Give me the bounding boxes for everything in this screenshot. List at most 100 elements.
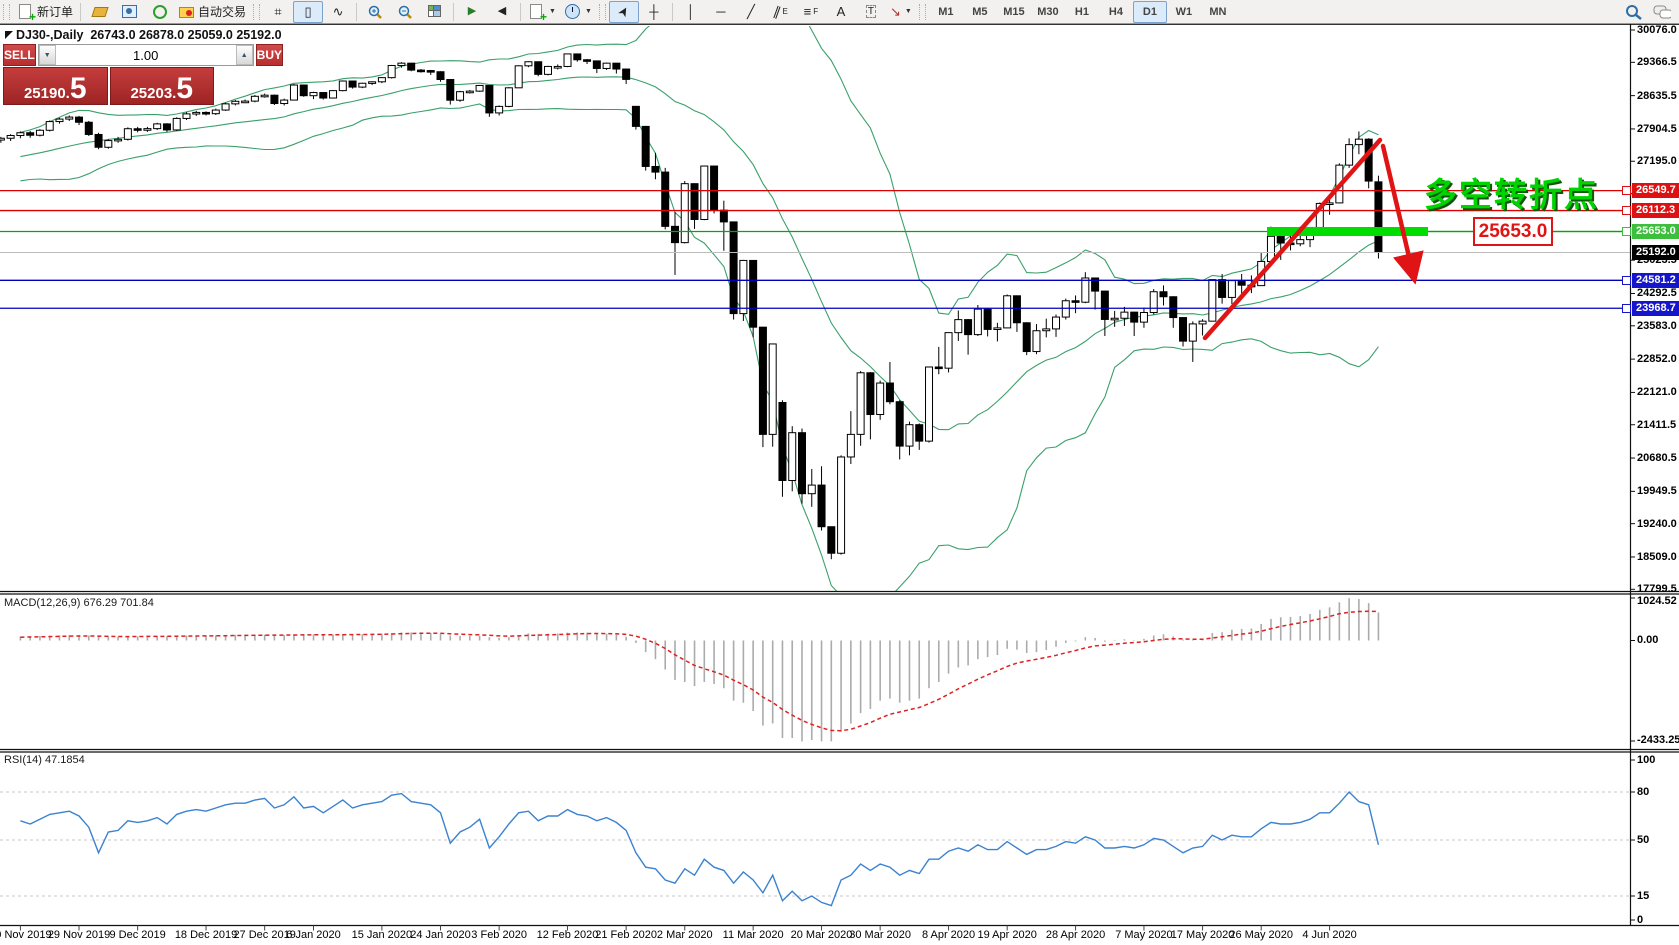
date-tick-label: 4 Jun 2020 <box>1302 929 1357 941</box>
rsi-axis-label: 50 <box>1637 833 1650 846</box>
rsi-axis-label: 100 <box>1637 753 1656 766</box>
chat-icon[interactable] <box>1653 4 1671 20</box>
line-axis-marker[interactable] <box>1622 303 1631 313</box>
text-label-button[interactable]: T <box>856 1 886 23</box>
timeframe-button-h4[interactable]: H4 <box>1108 5 1123 18</box>
tile-windows-icon <box>427 4 444 19</box>
channel-button[interactable]: ∥ E <box>766 1 796 23</box>
date-tick-label: 21 Feb 2020 <box>595 929 658 941</box>
date-tick-label: 15 Jan 2020 <box>351 929 413 941</box>
line-axis-marker[interactable] <box>1622 186 1631 196</box>
chart-shift-button[interactable]: ◀ <box>487 1 517 23</box>
one-click-trading-panel: SELL ▼ ▲ BUY 25190. 5 25203. 5 <box>3 44 284 105</box>
price-tag-label[interactable]: 25653.0 <box>1473 217 1553 246</box>
toolbar-grip[interactable] <box>253 3 261 20</box>
buy-button[interactable]: BUY <box>255 44 284 66</box>
toolbar-grip[interactable] <box>598 3 606 20</box>
line-axis-marker[interactable] <box>1622 206 1631 216</box>
new-chart-button[interactable]: + ▼ <box>524 1 560 23</box>
volume-decrease-button[interactable]: ▼ <box>38 45 56 65</box>
text-tool-icon: A <box>836 4 846 19</box>
price-tick-label: 24292.5 <box>1637 287 1677 300</box>
auto-scroll-button[interactable]: ▶ <box>457 1 487 23</box>
cursor-button[interactable]: ➤ <box>608 0 639 23</box>
timeframe-button-d1[interactable]: D1 <box>1132 0 1167 23</box>
crosshair-button[interactable]: ┼ <box>639 1 669 23</box>
buy-price-pip: 5 <box>176 72 194 105</box>
vertical-line-button[interactable]: │ <box>676 1 706 23</box>
new-order-label: 新订单 <box>37 5 74 19</box>
date-tick-label: 11 Mar 2020 <box>722 929 784 941</box>
channel-sub-label: E <box>782 7 788 16</box>
line-chart-button[interactable]: ∿ <box>323 1 353 23</box>
new-order-button[interactable]: + 新订单 <box>13 1 77 23</box>
fibonacci-sub-label: F <box>813 7 819 16</box>
timeframe-button-w1[interactable]: W1 <box>1175 5 1193 18</box>
symbol-marker-icon <box>5 31 13 39</box>
cursor-icon: ➤ <box>614 3 634 20</box>
sell-price-display[interactable]: 25190. 5 <box>3 67 108 105</box>
zoom-in-icon <box>368 5 382 19</box>
sell-price-main: 25190. <box>23 85 70 102</box>
profiles-button[interactable]: ▼ <box>560 1 596 23</box>
turning-point-annotation: 多空转折点 <box>1424 176 1599 213</box>
candlestick-chart-button[interactable]: ▯ <box>293 0 324 23</box>
date-tick-label: 26 May 2020 <box>1229 929 1293 941</box>
timeframe-button-m15[interactable]: M15 <box>1003 5 1025 18</box>
date-tick-label: 3 Feb 2020 <box>471 929 527 941</box>
sell-button[interactable]: SELL <box>3 44 36 66</box>
buy-price-display[interactable]: 25203. 5 <box>109 67 214 105</box>
price-badge: 25192.0 <box>1632 245 1679 260</box>
trendline-icon: ╱ <box>746 4 755 19</box>
chart-shift-icon: ◀ <box>497 5 507 17</box>
strategy-tester-button[interactable] <box>144 1 174 23</box>
toolbar-grip[interactable] <box>3 3 10 20</box>
fibonacci-icon: ≡ <box>803 4 812 19</box>
vertical-line-icon: │ <box>686 4 695 19</box>
date-tick-label: 17 May 2020 <box>1170 929 1235 941</box>
market-watch-button[interactable] <box>84 1 114 23</box>
profiles-clock-icon <box>564 4 581 19</box>
date-tick-label: 12 Feb 2020 <box>536 929 599 941</box>
volume-input[interactable] <box>55 45 236 65</box>
trendline-button[interactable]: ╱ <box>736 1 766 23</box>
toolbar-grip[interactable] <box>918 3 926 20</box>
autotrading-button[interactable]: 自动交易 <box>174 1 250 23</box>
timeframe-button-m5[interactable]: M5 <box>972 5 988 18</box>
price-badge: 24581.2 <box>1632 272 1679 288</box>
price-tick-label: 19949.5 <box>1637 485 1677 498</box>
chart-area[interactable] <box>0 24 1679 945</box>
fibonacci-button[interactable]: ≡ F <box>796 1 826 23</box>
bar-chart-button[interactable]: ⌗ <box>263 1 293 23</box>
market-watch-icon <box>90 4 109 19</box>
timeframe-button-h1[interactable]: H1 <box>1074 5 1089 18</box>
buy-price-main: 25203. <box>130 85 177 102</box>
zoom-in-button[interactable] <box>360 1 390 23</box>
date-tick-label: 20 Mar 2020 <box>790 929 853 941</box>
price-tick-label: 21411.5 <box>1637 418 1677 431</box>
timeframe-button-mn[interactable]: MN <box>1209 5 1227 18</box>
macd-axis-label: 0.00 <box>1637 634 1659 646</box>
tile-windows-button[interactable] <box>420 1 450 23</box>
new-chart-icon: + <box>528 4 547 23</box>
strategy-tester-icon <box>151 4 168 19</box>
date-tick-label: 19 Apr 2020 <box>977 929 1037 941</box>
horizontal-line-button[interactable]: ─ <box>706 1 736 23</box>
date-tick-label: 9 Dec 2019 <box>109 929 166 941</box>
arrows-tool-icon: ↘ <box>889 4 901 19</box>
text-tool-button[interactable]: A <box>826 1 856 23</box>
price-badge: 23968.7 <box>1632 300 1679 316</box>
price-tick-label: 27904.5 <box>1637 122 1677 135</box>
line-axis-marker[interactable] <box>1622 227 1631 236</box>
zoom-out-button[interactable] <box>390 1 420 23</box>
timeframe-button-m1[interactable]: M1 <box>938 5 954 18</box>
volume-increase-button[interactable]: ▲ <box>235 45 253 65</box>
text-label-icon: T <box>865 5 876 18</box>
price-badge: 26112.3 <box>1632 203 1679 219</box>
data-window-button[interactable] <box>114 1 144 23</box>
arrows-tool-button[interactable]: ↘ ▼ <box>886 1 916 23</box>
timeframe-button-m30[interactable]: M30 <box>1037 5 1059 18</box>
line-axis-marker[interactable] <box>1622 275 1631 285</box>
search-icon[interactable] <box>1625 4 1643 20</box>
date-tick-label: 2 Mar 2020 <box>656 929 713 941</box>
